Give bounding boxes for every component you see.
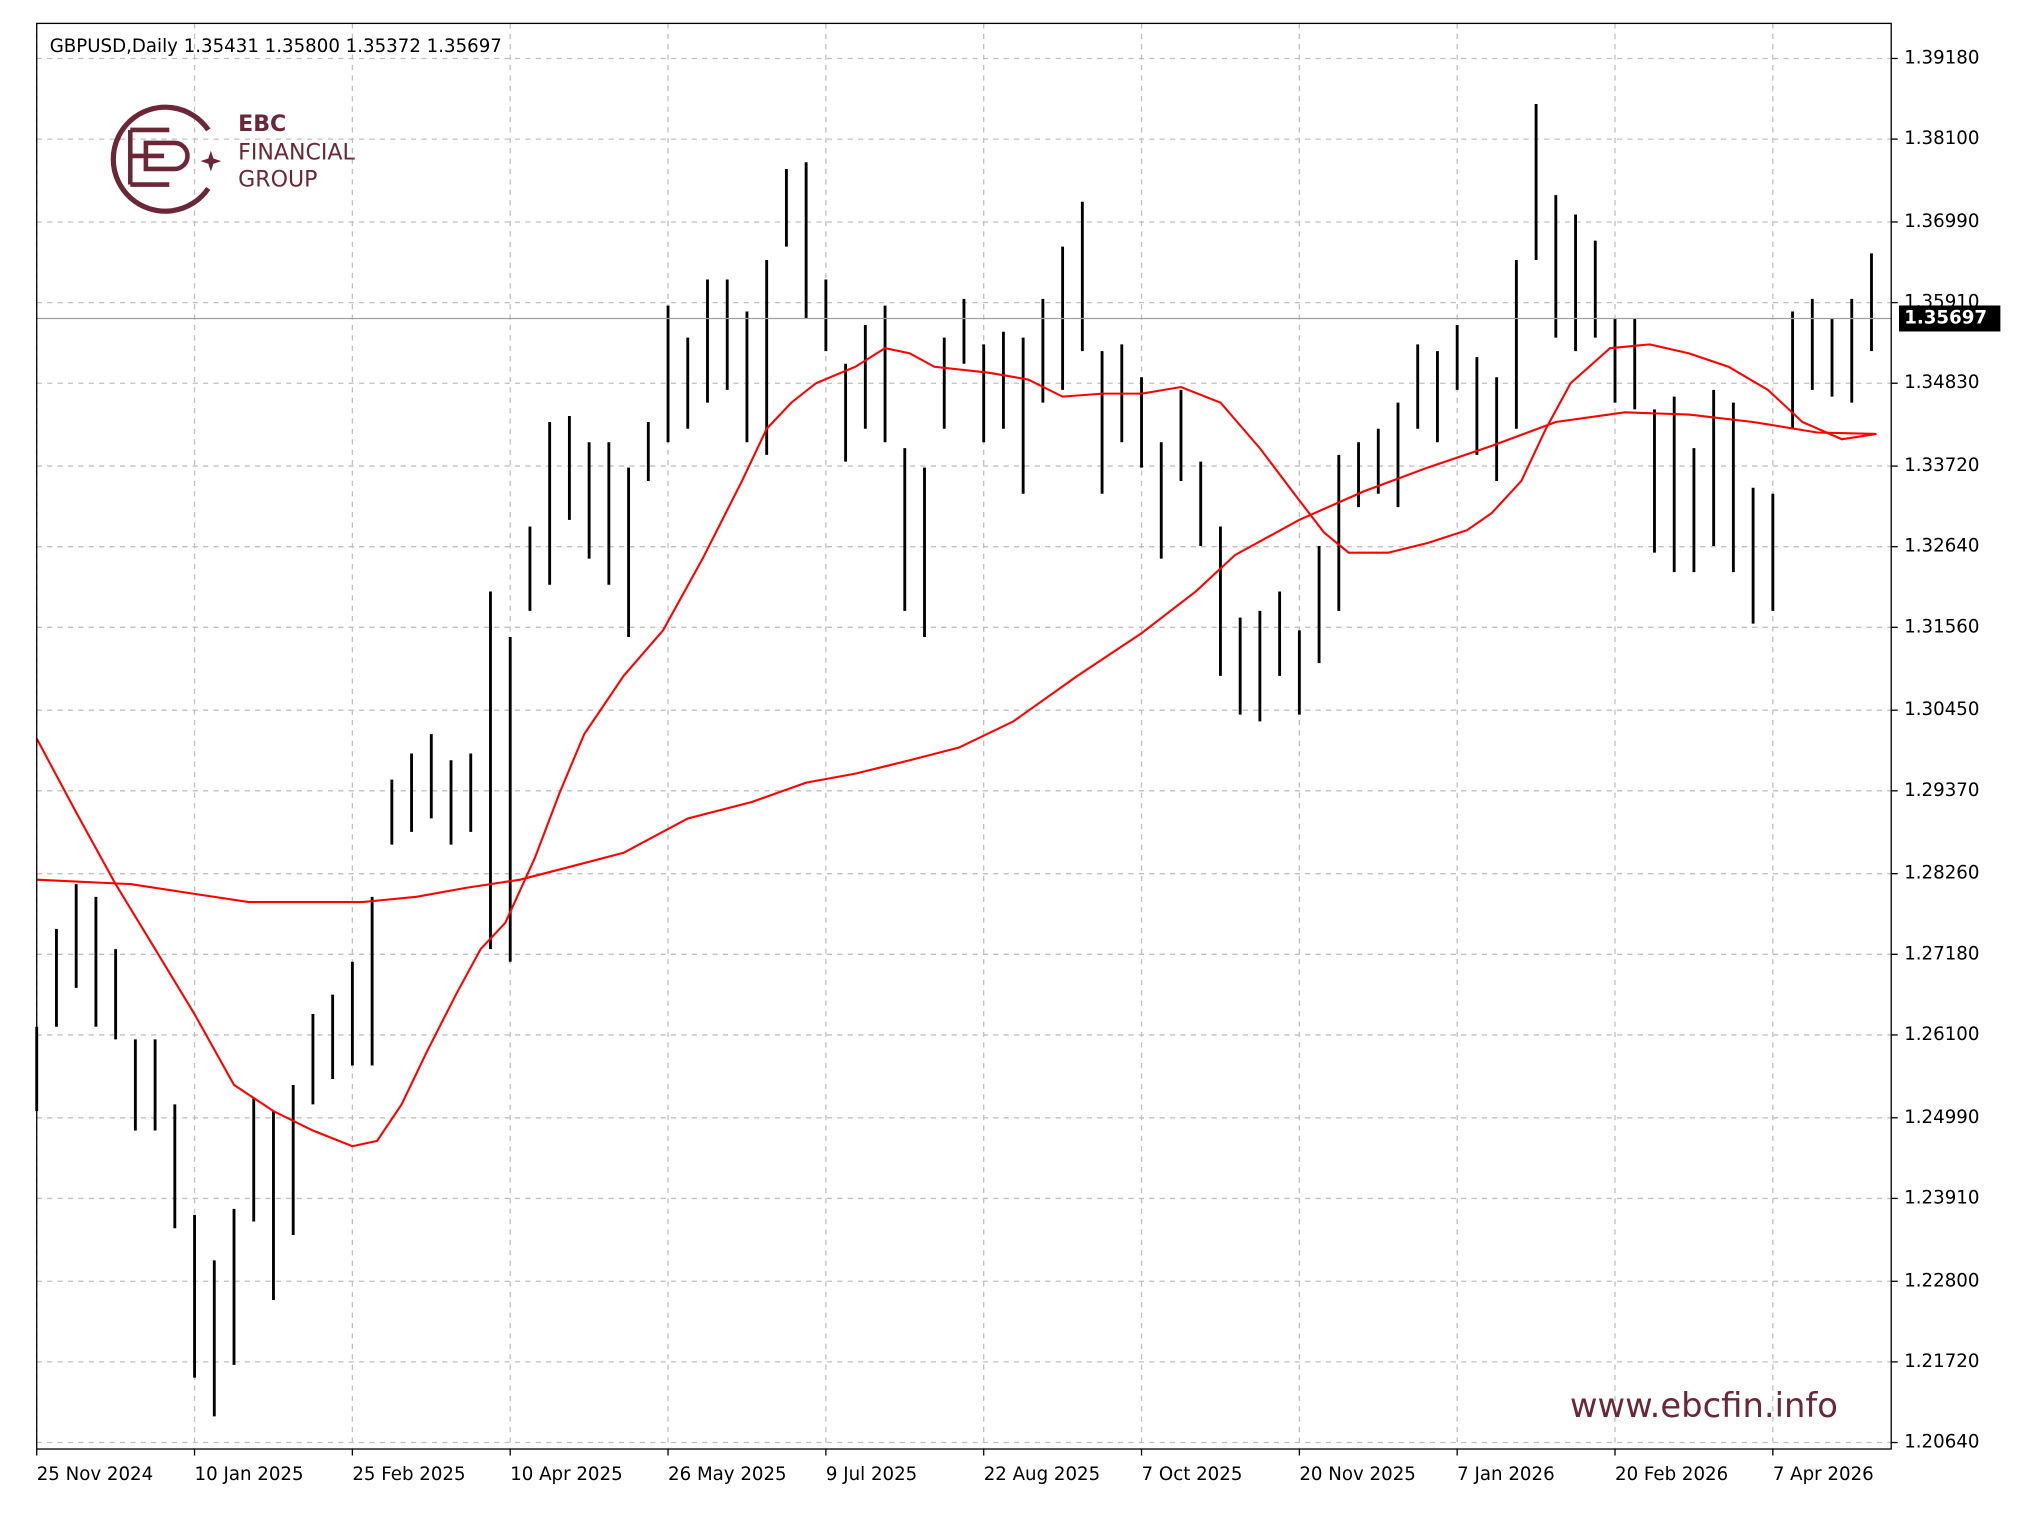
y-tick-label: 1.23910 <box>1904 1187 1979 1208</box>
y-tick-label: 1.36990 <box>1904 211 1979 232</box>
y-tick-label: 1.22800 <box>1904 1270 1979 1291</box>
y-tick-label: 1.27180 <box>1904 943 1979 964</box>
x-tick-label: 7 Oct 2025 <box>1142 1464 1243 1485</box>
x-tick-label: 7 Apr 2026 <box>1773 1464 1874 1485</box>
last-price-marker <box>1899 305 2001 332</box>
x-tick-label: 10 Jan 2025 <box>195 1464 304 1485</box>
moving-average <box>36 411 1877 904</box>
plot-frame <box>36 22 1892 1450</box>
y-tick-label: 1.21720 <box>1904 1351 1979 1372</box>
x-tick-label: 10 Apr 2025 <box>510 1464 622 1485</box>
y-tick-label: 1.20640 <box>1904 1432 1979 1453</box>
logo-mark <box>128 127 190 187</box>
x-tick-label: 9 Jul 2025 <box>826 1464 917 1485</box>
x-tick-label: 20 Nov 2025 <box>1299 1464 1416 1485</box>
y-tick-label: 1.32640 <box>1904 536 1979 557</box>
y-tick-label: 1.30450 <box>1904 699 1979 720</box>
x-tick-label: 7 Jan 2026 <box>1457 1464 1554 1485</box>
marks <box>35 104 1892 1417</box>
x-tick-label: 25 Feb 2025 <box>352 1464 465 1485</box>
x-tick-label: 22 Aug 2025 <box>984 1464 1101 1485</box>
y-tick-label: 1.29370 <box>1904 780 1979 801</box>
x-tick-label: 26 May 2025 <box>668 1464 787 1485</box>
y-tick-label: 1.34830 <box>1904 372 1979 393</box>
y-tick-label: 1.38100 <box>1904 128 1979 149</box>
y-tick-label: 1.33720 <box>1904 455 1979 476</box>
last-price-label: 1.35697 <box>1904 307 1987 328</box>
y-tick-label: 1.24990 <box>1904 1107 1979 1128</box>
y-tick-label: 1.31560 <box>1904 616 1979 637</box>
logo: EBC FINANCIAL GROUP <box>110 104 356 214</box>
logo-text: FINANCIAL <box>238 139 355 165</box>
chart-title: GBPUSD,Daily 1.35431 1.35800 1.35372 1.3… <box>50 36 502 57</box>
logo-text: EBC <box>238 111 286 137</box>
moving-average <box>35 343 1877 1148</box>
y-tick-label: 1.39180 <box>1904 47 1979 68</box>
x-tick-label: 20 Feb 2026 <box>1615 1464 1728 1485</box>
watermark: www.ebcfin.info <box>1570 1386 1838 1425</box>
y-tick-label: 1.26100 <box>1904 1024 1979 1045</box>
logo-ring <box>110 104 211 214</box>
logo-text: GROUP <box>238 167 317 193</box>
logo-star <box>200 150 222 172</box>
y-tick-label: 1.28260 <box>1904 863 1979 884</box>
x-tick-label: 25 Nov 2024 <box>37 1464 154 1485</box>
